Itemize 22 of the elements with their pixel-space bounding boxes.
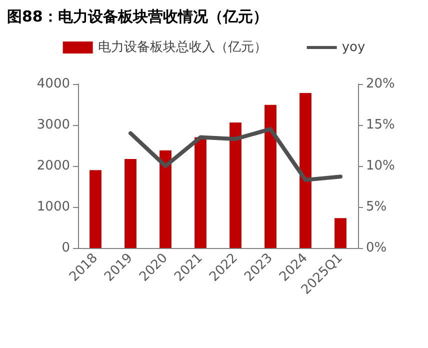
y-tick-label: 3000 (36, 118, 70, 132)
bar (160, 150, 172, 248)
y-tick-label: 0 (62, 240, 70, 256)
chart-title: 图88：电力设备板块营收情况（亿元） (7, 8, 268, 26)
y-tick-label: 1000 (36, 200, 70, 214)
bar (124, 159, 136, 248)
y-tick-label: 4000 (36, 76, 70, 92)
y2-tick-label: 5% (366, 200, 387, 214)
line-series (128, 127, 342, 182)
y2-tick-label: 20% (366, 76, 395, 92)
bar (334, 218, 346, 248)
y2-tick-label: 10% (366, 158, 395, 174)
bar (90, 170, 102, 248)
bar (300, 93, 312, 248)
legend-label: 电力设备板块总收入（亿元） (98, 40, 267, 55)
y2-tick-label: 0% (366, 240, 387, 256)
y2-tick-label: 15% (366, 118, 395, 132)
legend-label: yoy (342, 40, 366, 55)
bar (264, 104, 276, 248)
y-tick-label: 2000 (36, 158, 70, 174)
bar (230, 122, 242, 248)
bar (194, 137, 206, 248)
